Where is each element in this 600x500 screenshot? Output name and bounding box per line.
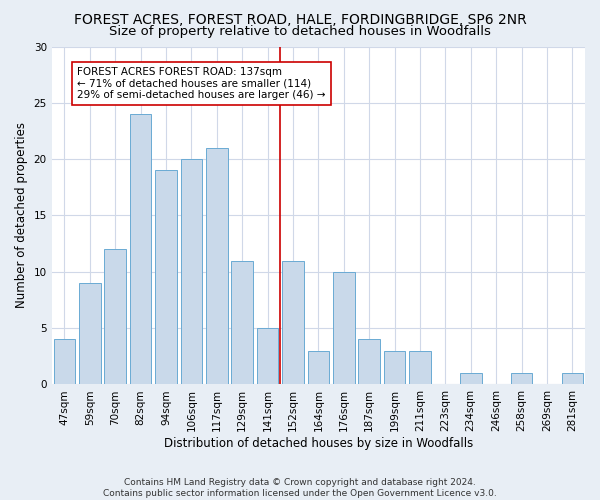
Bar [130, 114, 151, 384]
Bar [155, 170, 177, 384]
Text: FOREST ACRES, FOREST ROAD, HALE, FORDINGBRIDGE, SP6 2NR: FOREST ACRES, FOREST ROAD, HALE, FORDING… [74, 12, 526, 26]
Text: FOREST ACRES FOREST ROAD: 137sqm
← 71% of detached houses are smaller (114)
29% : FOREST ACRES FOREST ROAD: 137sqm ← 71% o… [77, 67, 326, 100]
Bar [562, 373, 583, 384]
Bar [104, 250, 126, 384]
Bar [409, 350, 431, 384]
Y-axis label: Number of detached properties: Number of detached properties [15, 122, 28, 308]
X-axis label: Distribution of detached houses by size in Woodfalls: Distribution of detached houses by size … [164, 437, 473, 450]
Text: Contains HM Land Registry data © Crown copyright and database right 2024.
Contai: Contains HM Land Registry data © Crown c… [103, 478, 497, 498]
Text: Size of property relative to detached houses in Woodfalls: Size of property relative to detached ho… [109, 25, 491, 38]
Bar [308, 350, 329, 384]
Bar [460, 373, 482, 384]
Bar [232, 260, 253, 384]
Bar [53, 340, 75, 384]
Bar [384, 350, 406, 384]
Bar [79, 283, 101, 384]
Bar [257, 328, 278, 384]
Bar [282, 260, 304, 384]
Bar [206, 148, 227, 384]
Bar [358, 340, 380, 384]
Bar [333, 272, 355, 384]
Bar [511, 373, 532, 384]
Bar [181, 159, 202, 384]
